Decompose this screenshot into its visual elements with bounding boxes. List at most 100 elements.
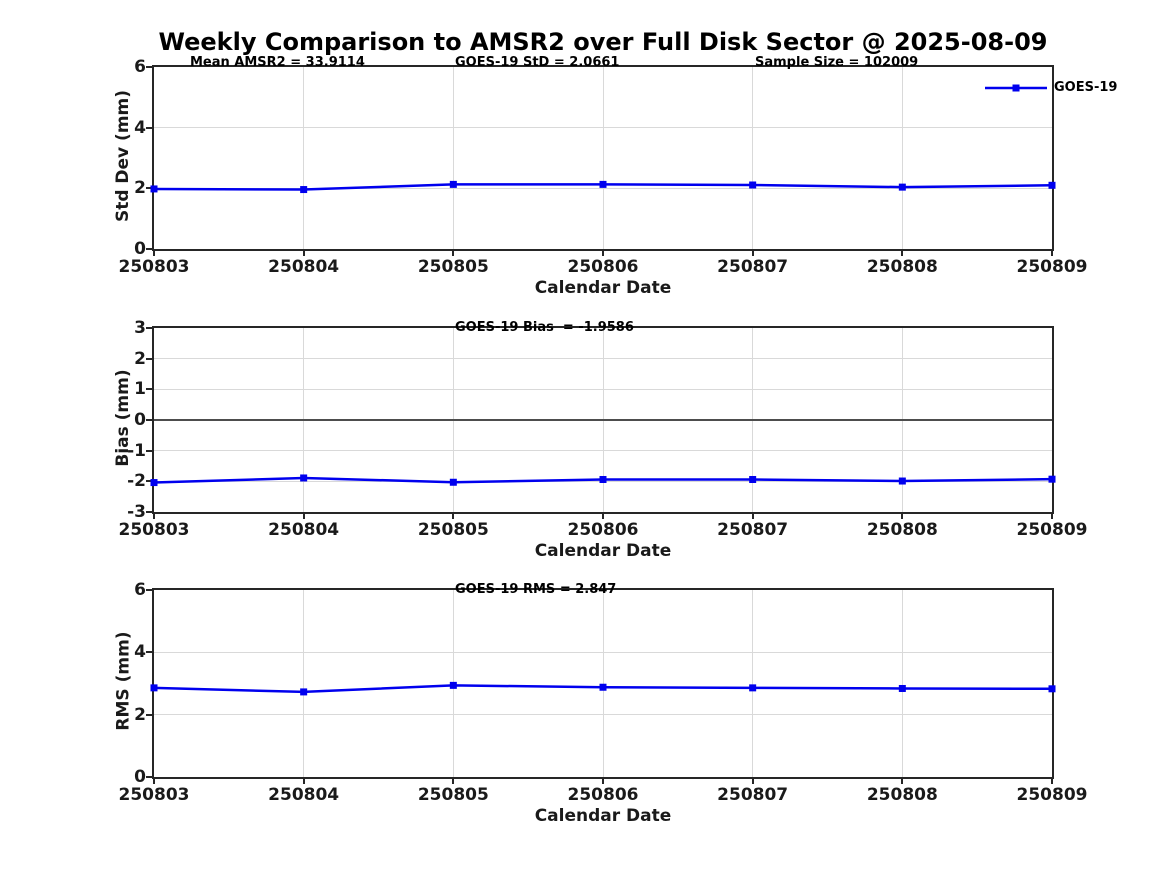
x-tick-label: 250809: [1016, 257, 1088, 277]
x-tick: [302, 779, 305, 784]
x-tick: [751, 514, 754, 519]
gridline-vertical: [602, 67, 604, 249]
series-svg-std-dev: [150, 180, 1056, 194]
x-tick: [602, 251, 604, 256]
data-point-marker: [150, 684, 158, 692]
y-tick: [146, 589, 152, 591]
y-tick: [146, 480, 152, 483]
x-tick-label: 250806: [567, 520, 639, 540]
y-tick: [146, 126, 152, 129]
data-point-marker: [1048, 181, 1056, 189]
y-tick-label: 2: [134, 348, 146, 369]
y-tick-label: 2: [134, 178, 146, 199]
x-axis-label-calendar-date: Calendar Date: [534, 278, 672, 298]
x-tick: [452, 514, 455, 519]
subplot-bias: 250803 250804 250805 250806 250807 250808 2508…: [119, 318, 1088, 540]
legend-label: GOES-19: [1054, 80, 1118, 95]
gridline-horizontal: [154, 388, 1052, 390]
x-tick: [302, 514, 305, 519]
data-point-marker: [150, 185, 158, 193]
zero-reference-line: [154, 419, 1052, 421]
annotation-sample-size: Sample Size = 102009: [755, 55, 919, 70]
annotation-goes19-bias: GOES-19 Bias = -1.9586: [455, 320, 634, 335]
data-point-marker: [749, 475, 757, 483]
data-point-marker: [1048, 475, 1056, 483]
gridline-horizontal: [154, 714, 1052, 716]
data-point-marker: [898, 477, 906, 485]
annotation-goes19-rms: GOES-19 RMS = 2.847: [455, 582, 617, 597]
legend-line-marker-icon: [985, 84, 1047, 91]
x-tick-label: 250804: [268, 520, 340, 540]
x-tick: [153, 251, 155, 256]
data-point-marker: [1048, 685, 1056, 693]
x-tick-label: 250809: [1016, 785, 1088, 805]
y-tick: [146, 419, 152, 421]
y-tick-label: 0: [134, 239, 146, 259]
y-tick-label: 0: [134, 410, 146, 430]
x-tick: [1051, 251, 1053, 256]
x-tick: [153, 514, 155, 519]
data-point-marker: [300, 474, 308, 482]
x-axis-label-calendar-date: Calendar Date: [534, 806, 672, 826]
x-tick-label: 250808: [866, 520, 938, 540]
x-tick: [751, 779, 754, 784]
data-point-marker: [749, 181, 757, 189]
x-tick: [602, 514, 604, 519]
x-tick: [153, 779, 155, 784]
data-point-marker: [599, 180, 607, 188]
x-tick: [1051, 779, 1053, 784]
y-tick-label: -3: [127, 502, 146, 522]
x-tick-label: 250803: [118, 520, 190, 540]
y-tick: [146, 651, 152, 654]
x-tick-label: 250806: [567, 257, 639, 277]
y-tick: [146, 776, 152, 778]
x-tick-label: 250805: [417, 520, 489, 540]
gridline-horizontal: [154, 358, 1052, 360]
legend: GOES-19: [985, 80, 1117, 95]
x-tick-label: 250803: [118, 785, 190, 805]
y-tick-label: 1: [134, 379, 146, 400]
y-tick: [146, 327, 152, 329]
gridline-vertical: [901, 590, 903, 777]
y-tick-label: -2: [127, 471, 146, 492]
x-tick: [901, 251, 904, 256]
y-tick-label: 2: [134, 704, 146, 725]
y-tick-label: 6: [134, 57, 146, 77]
gridline-horizontal: [154, 127, 1052, 129]
gridline-horizontal: [154, 450, 1052, 452]
x-tick: [302, 251, 305, 256]
data-point-marker: [898, 684, 906, 692]
y-tick: [146, 66, 152, 68]
y-tick-label: 0: [134, 767, 146, 787]
gridline-vertical: [901, 67, 903, 249]
x-tick-label: 250804: [268, 785, 340, 805]
y-tick-label: 4: [134, 117, 146, 138]
gridline-vertical: [752, 590, 754, 777]
data-point-marker: [449, 478, 457, 486]
x-tick-label: 250806: [567, 785, 639, 805]
x-tick-label: 250808: [866, 257, 938, 277]
x-tick: [901, 779, 904, 784]
data-point-marker: [599, 683, 607, 691]
gridline-horizontal: [154, 187, 1052, 189]
y-tick: [146, 357, 152, 360]
x-tick-label: 250807: [717, 785, 789, 805]
data-point-marker: [150, 479, 158, 487]
gridline-vertical: [752, 67, 754, 249]
data-point-marker: [749, 684, 757, 692]
annotation-goes19-std: GOES-19 StD = 2.0661: [455, 55, 620, 70]
y-tick-label: 3: [134, 318, 146, 338]
y-tick-label: -1: [127, 440, 146, 461]
y-tick: [146, 388, 152, 391]
subplot-rms: 250803 250804 250805 250806 250807 250808 2508…: [119, 580, 1088, 805]
x-tick: [901, 514, 904, 519]
x-tick-label: 250805: [417, 785, 489, 805]
gridline-vertical: [602, 590, 604, 777]
data-point-marker: [898, 183, 906, 191]
x-tick-label: 250809: [1016, 520, 1088, 540]
series-svg-bias: [150, 474, 1056, 487]
x-tick: [751, 251, 754, 256]
data-point-marker: [449, 180, 457, 188]
y-tick-label: 4: [134, 642, 146, 663]
